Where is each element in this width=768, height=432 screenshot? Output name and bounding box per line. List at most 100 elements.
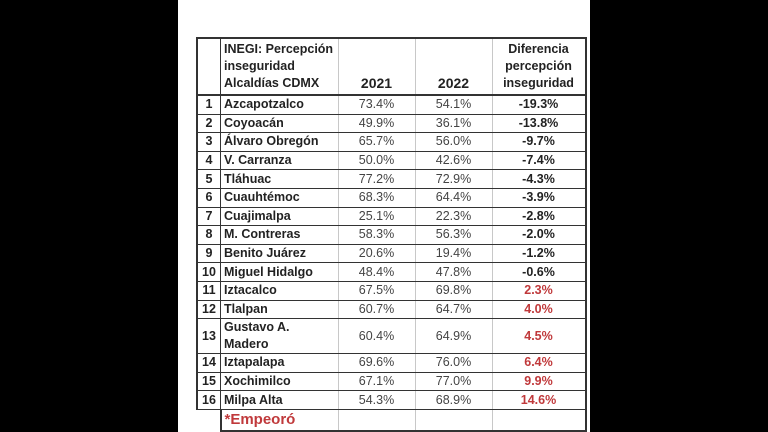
difference-value: 4.0% xyxy=(491,300,587,320)
table-row: 8 M. Contreras 58.3% 56.3% -2.0% xyxy=(196,225,587,245)
insecurity-table: INEGI: Percepción inseguridad Alcaldías … xyxy=(196,37,587,432)
borough-name: Cuajimalpa xyxy=(220,207,339,227)
value-2022: 22.3% xyxy=(414,207,493,227)
difference-value: -2.0% xyxy=(491,225,587,245)
row-index: 15 xyxy=(196,372,221,392)
value-2022: 64.4% xyxy=(414,188,493,208)
table-row: 2 Coyoacán 49.9% 36.1% -13.8% xyxy=(196,114,587,134)
row-index: 7 xyxy=(196,207,221,227)
value-2022: 64.9% xyxy=(414,318,493,355)
header-diff-line: inseguridad xyxy=(503,76,574,90)
difference-value: 2.3% xyxy=(491,281,587,301)
borough-name: Cuauhtémoc xyxy=(220,188,339,208)
difference-value: 9.9% xyxy=(491,372,587,392)
difference-value: 4.5% xyxy=(491,318,587,355)
footnote-worsened: *Empeoró xyxy=(224,410,296,428)
difference-value: -4.3% xyxy=(491,169,587,189)
value-2021: 50.0% xyxy=(337,151,416,171)
header-title: INEGI: Percepción inseguridad Alcaldías … xyxy=(220,37,339,96)
difference-value: -9.7% xyxy=(491,132,587,152)
empty-cell xyxy=(491,409,587,432)
borough-name: Tlalpan xyxy=(220,300,339,320)
row-index: 3 xyxy=(196,132,221,152)
difference-value: -19.3% xyxy=(491,95,587,115)
row-index: 6 xyxy=(196,188,221,208)
borough-name: Tláhuac xyxy=(220,169,339,189)
value-2022: 72.9% xyxy=(414,169,493,189)
value-2021: 69.6% xyxy=(337,353,416,373)
value-2022: 64.7% xyxy=(414,300,493,320)
difference-value: -2.8% xyxy=(491,207,587,227)
table-row: 10 Miguel Hidalgo 48.4% 47.8% -0.6% xyxy=(196,262,587,282)
borough-name: Iztacalco xyxy=(220,281,339,301)
header-row: INEGI: Percepción inseguridad Alcaldías … xyxy=(196,37,587,96)
borough-name: Gustavo A. Madero xyxy=(220,318,339,355)
header-title-line: Alcaldías CDMX xyxy=(224,76,320,90)
value-2021: 54.3% xyxy=(337,390,416,410)
borough-name: Coyoacán xyxy=(220,114,339,134)
value-2021: 65.7% xyxy=(337,132,416,152)
header-index-cell xyxy=(196,37,221,96)
borough-name: V. Carranza xyxy=(220,151,339,171)
table-row: 5 Tláhuac 77.2% 72.9% -4.3% xyxy=(196,169,587,189)
table-row: 4 V. Carranza 50.0% 42.6% -7.4% xyxy=(196,151,587,171)
borough-name: Xochimilco xyxy=(220,372,339,392)
value-2021: 60.4% xyxy=(337,318,416,355)
difference-value: 6.4% xyxy=(491,353,587,373)
row-index: 14 xyxy=(196,353,221,373)
value-2021: 77.2% xyxy=(337,169,416,189)
borough-name: Benito Juárez xyxy=(220,244,339,264)
table-row: 13 Gustavo A. Madero 60.4% 64.9% 4.5% xyxy=(196,318,587,355)
value-2021: 60.7% xyxy=(337,300,416,320)
table-row: 12 Tlalpan 60.7% 64.7% 4.0% xyxy=(196,300,587,320)
value-2022: 69.8% xyxy=(414,281,493,301)
footnote-row: *Empeoró xyxy=(197,409,587,432)
empty-cell xyxy=(414,409,493,432)
value-2022: 36.1% xyxy=(414,114,493,134)
table-row: 6 Cuauhtémoc 68.3% 64.4% -3.9% xyxy=(196,188,587,208)
difference-value: -3.9% xyxy=(491,188,587,208)
value-2022: 54.1% xyxy=(414,95,493,115)
difference-value: -7.4% xyxy=(491,151,587,171)
header-title-line: inseguridad xyxy=(224,59,295,73)
table-row: 7 Cuajimalpa 25.1% 22.3% -2.8% xyxy=(196,207,587,227)
value-2022: 42.6% xyxy=(414,151,493,171)
row-index: 1 xyxy=(196,95,221,115)
table-row: 11 Iztacalco 67.5% 69.8% 2.3% xyxy=(196,281,587,301)
row-index: 11 xyxy=(196,281,221,301)
header-diff-line: Diferencia xyxy=(508,42,569,56)
table-row: 9 Benito Juárez 20.6% 19.4% -1.2% xyxy=(196,244,587,264)
header-2022: 2022 xyxy=(414,37,493,96)
value-2021: 49.9% xyxy=(337,114,416,134)
value-2022: 56.0% xyxy=(414,132,493,152)
table-row: 16 Milpa Alta 54.3% 68.9% 14.6% xyxy=(196,390,587,410)
footnote-cell: *Empeoró xyxy=(220,409,339,432)
value-2021: 67.5% xyxy=(337,281,416,301)
borough-name: Miguel Hidalgo xyxy=(220,262,339,282)
value-2021: 58.3% xyxy=(337,225,416,245)
value-2021: 67.1% xyxy=(337,372,416,392)
header-2021: 2021 xyxy=(337,37,416,96)
borough-name: Milpa Alta xyxy=(220,390,339,410)
row-index: 16 xyxy=(196,390,221,410)
row-index: 13 xyxy=(196,318,221,355)
value-2022: 47.8% xyxy=(414,262,493,282)
value-2021: 73.4% xyxy=(337,95,416,115)
value-2021: 25.1% xyxy=(337,207,416,227)
header-title-line: INEGI: Percepción xyxy=(224,42,334,56)
header-diff-line: percepción xyxy=(505,59,572,73)
row-index: 2 xyxy=(196,114,221,134)
table-row: 14 Iztapalapa 69.6% 76.0% 6.4% xyxy=(196,353,587,373)
value-2021: 48.4% xyxy=(337,262,416,282)
table-row: 15 Xochimilco 67.1% 77.0% 9.9% xyxy=(196,372,587,392)
value-2021: 20.6% xyxy=(337,244,416,264)
row-index: 8 xyxy=(196,225,221,245)
empty-cell xyxy=(197,409,222,431)
row-index: 5 xyxy=(196,169,221,189)
value-2022: 68.9% xyxy=(414,390,493,410)
difference-value: 14.6% xyxy=(491,390,587,410)
header-difference: Diferencia percepción inseguridad xyxy=(491,37,587,96)
difference-value: -0.6% xyxy=(491,262,587,282)
value-2022: 19.4% xyxy=(414,244,493,264)
value-2022: 56.3% xyxy=(414,225,493,245)
